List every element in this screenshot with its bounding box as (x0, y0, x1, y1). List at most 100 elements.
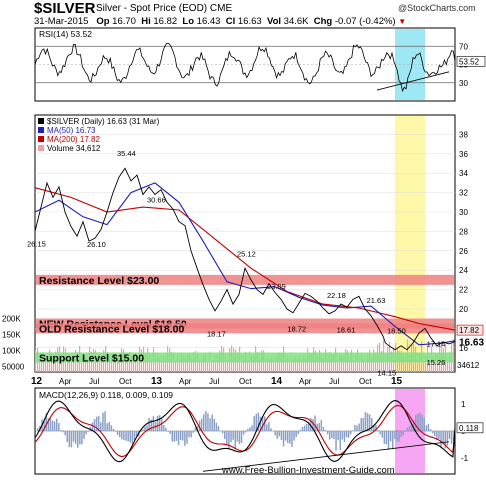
macd-hist-bar (66, 431, 68, 442)
last-price-label: 16.63 (459, 338, 484, 349)
volume-bar (185, 357, 187, 372)
price-tick: 20 (459, 305, 468, 314)
ma200-value-label: 17.82 (459, 326, 480, 335)
macd-hist-bar (389, 431, 392, 442)
macd-hist-bar (163, 425, 165, 431)
macd-hist-bar (421, 414, 423, 431)
volume-bar (301, 360, 303, 372)
volume-bar (303, 355, 305, 372)
macd-hist-bar (394, 431, 396, 439)
chart-description: Silver - Spot Price (EOD) CME (96, 3, 232, 14)
price-annotation: 18.50 (387, 327, 406, 336)
macd-hist-bar (47, 418, 50, 431)
macd-hist-bar (413, 420, 415, 431)
volume-bar (343, 358, 345, 372)
macd-hist-bar (303, 425, 306, 431)
macd-hist-bar (358, 423, 360, 431)
volume-bar (405, 357, 407, 372)
volume-bar (331, 354, 333, 372)
level-label: Resistance Level $23.00 (39, 275, 159, 287)
macd-trendline (202, 441, 450, 472)
macd-hist-bar (440, 431, 442, 449)
macd-hist-bar (144, 426, 146, 431)
macd-hist-bar (341, 431, 344, 440)
volume-bar (309, 354, 311, 372)
macd-hist-bar (398, 431, 400, 442)
macd-hist-bar (354, 424, 356, 431)
volume-bar (35, 349, 37, 372)
macd-hist-bar (238, 431, 241, 445)
macd-hist-bar (301, 427, 304, 431)
macd-hist-bar (450, 431, 453, 444)
volume-bar (259, 359, 261, 372)
legend-swatch (38, 118, 44, 124)
macd-hist-bar (217, 425, 220, 431)
volume-bar (409, 355, 411, 372)
level-label: Support Level $15.00 (39, 352, 144, 364)
quote-line: 31-Mar-2015 Op 16.70 Hi 16.82 Lo 16.43 C… (34, 16, 406, 27)
macd-hist-bar (333, 431, 335, 440)
volume-bar (279, 353, 281, 372)
macd-hist-bar (203, 414, 205, 431)
macd-hist-bar (251, 425, 253, 431)
macd-hist-bar (129, 431, 131, 443)
macd-hist-bar (131, 431, 134, 444)
volume-bar (177, 354, 179, 372)
macd-hist-bar (350, 431, 352, 435)
volume-bar (201, 361, 203, 372)
close-value: 16.63 (237, 16, 262, 27)
macd-hist-bar (148, 418, 150, 431)
macd-hist-bar (83, 431, 85, 439)
level-band (36, 352, 454, 363)
macd-hist-bar (175, 431, 178, 441)
macd-hist-bar (415, 415, 417, 431)
macd-hist-bar (305, 423, 308, 431)
macd-hist-bar (152, 416, 155, 431)
macd-hist-bar (259, 416, 262, 431)
macd-hist-bar (198, 420, 201, 431)
macd-hist-bar (318, 422, 320, 431)
volume-bar (203, 353, 205, 372)
volume-bar (311, 353, 313, 372)
volume-bar (131, 355, 133, 372)
macd-hist-bar (293, 431, 295, 441)
macd-hist-bar (108, 422, 110, 431)
macd-hist-bar (123, 431, 125, 441)
volume-bar (43, 357, 45, 372)
volume-bar (187, 353, 189, 372)
volume-bar (359, 360, 361, 372)
macd-hist-bar (299, 429, 302, 431)
macd-hist-bar (356, 425, 358, 431)
macd-hist-bar (362, 417, 365, 431)
macd-hist-bar (224, 431, 226, 440)
macd-hist-bar (257, 412, 260, 431)
volume-bar (117, 359, 119, 372)
price-tick: 36 (459, 150, 468, 159)
macd-hist-bar (56, 418, 58, 431)
volume-bar (435, 353, 437, 372)
macd-hist-bar (295, 431, 297, 438)
volume-bar (271, 356, 273, 372)
macd-hist-bar (95, 416, 98, 431)
exchange-text: CME (209, 3, 233, 14)
macd-hist-bar (387, 431, 390, 450)
volume-bar (361, 355, 363, 372)
volume-bar (45, 356, 47, 372)
volume-bar (61, 355, 63, 372)
rsi-tick: 30 (459, 79, 468, 88)
macd-hist-bar (112, 428, 115, 431)
x-axis-label: Jul (89, 377, 99, 386)
macd-hist-bar (100, 422, 102, 431)
macd-hist-bar (184, 431, 186, 446)
macd-hist-bar (209, 418, 211, 431)
volume-tick: 150K (2, 331, 21, 340)
macd-hist-bar (58, 423, 60, 431)
macd-label: MACD(12,26,9) 0.118, 0.009, 0.109 (39, 390, 173, 400)
volume-bar (135, 359, 137, 372)
macd-hist-bar (186, 431, 188, 444)
macd-hist-bar (188, 431, 190, 438)
legend-swatch (38, 127, 44, 133)
macd-hist-bar (339, 431, 341, 451)
macd-hist-bar (169, 431, 171, 434)
volume-tick: 200K (2, 315, 21, 324)
